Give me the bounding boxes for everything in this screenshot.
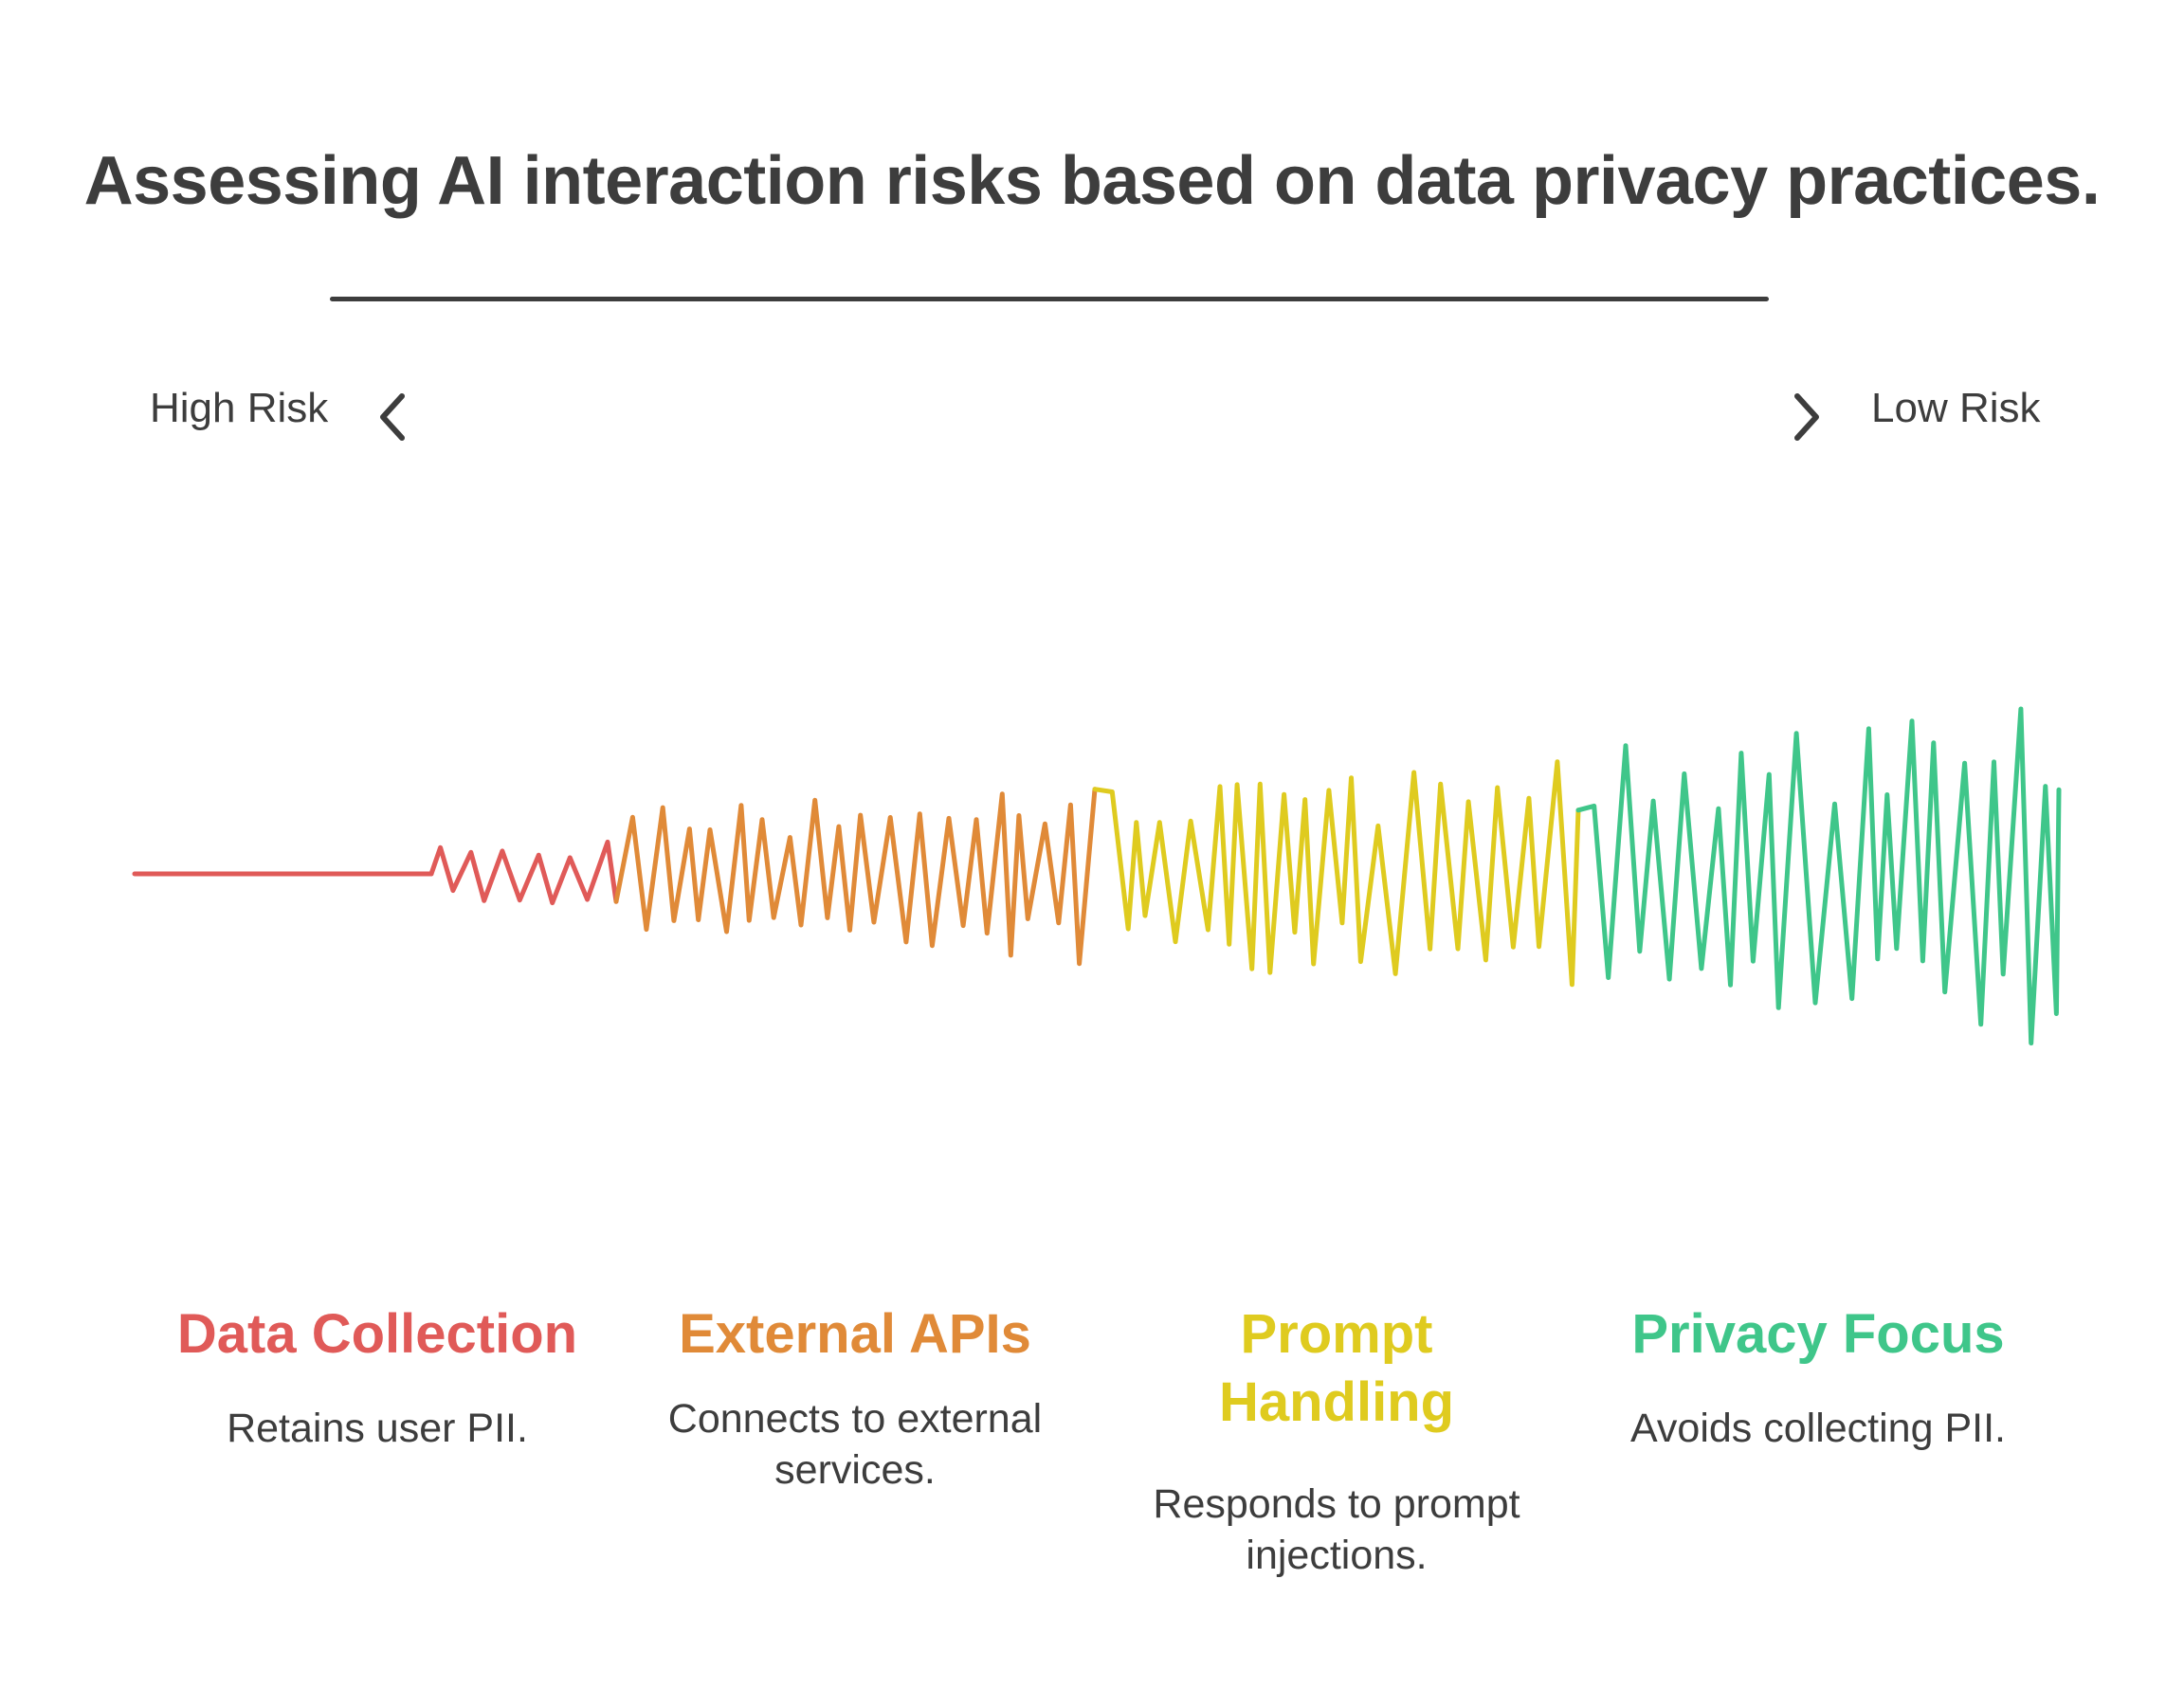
stage-privacy-focus: Privacy Focus Avoids collecting PII. [1600, 1300, 2036, 1454]
waveform-segment-0 [428, 839, 619, 906]
stage-title: Privacy Focus [1631, 1303, 2005, 1365]
waveform-segment-3 [1575, 706, 2062, 1046]
low-risk-label: Low Risk [1871, 385, 2041, 431]
title-divider [330, 297, 1769, 301]
stage-prompt-handling: Prompt Handling Responds to prompt injec… [1119, 1300, 1555, 1581]
chevron-left-icon [380, 393, 405, 441]
high-risk-label: High Risk [150, 385, 329, 431]
stage-external-apis: External APIs Connects to external servi… [637, 1300, 1073, 1496]
stage-data-collection: Data Collection Retains user PII. [159, 1300, 595, 1454]
stage-description: Retains user PII. [227, 1406, 528, 1451]
waveform-segment-1 [613, 787, 1098, 967]
chevron-right-icon [1794, 393, 1819, 441]
stage-description: Connects to external services. [667, 1396, 1043, 1493]
stage-title: External APIs [679, 1303, 1031, 1365]
stage-title: Prompt Handling [1218, 1303, 1455, 1433]
stage-description: Responds to prompt injections. [1153, 1481, 1520, 1578]
page-title: Assessing AI interaction risks based on … [83, 143, 2101, 219]
waveform-segment-2 [1092, 759, 1581, 988]
stage-title: Data Collection [176, 1303, 578, 1365]
stage-description: Avoids collecting PII. [1630, 1406, 2006, 1451]
